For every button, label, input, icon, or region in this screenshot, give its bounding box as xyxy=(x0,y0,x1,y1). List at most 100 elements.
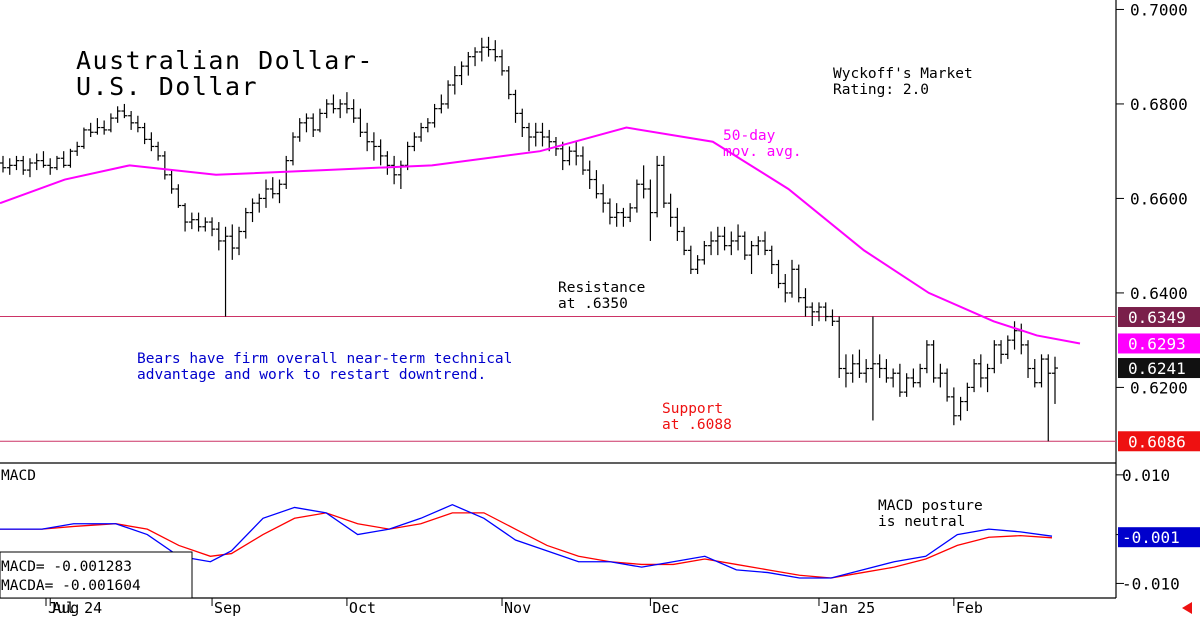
ohlc-bar xyxy=(991,340,998,374)
ohlc-bar xyxy=(633,179,640,213)
macd-flag: -0.001 xyxy=(1118,527,1200,548)
price-flags: 0.6349 0.6293 0.6241 0.6086 xyxy=(1118,307,1200,452)
ohlc-bar xyxy=(148,132,155,152)
ohlc-bar xyxy=(937,363,944,388)
ohlc-bar xyxy=(263,179,269,208)
ohlc-bar xyxy=(660,155,667,208)
ohlc-bar xyxy=(539,122,546,147)
market-rating: Wyckoff's Market Rating: 2.0 xyxy=(833,66,973,98)
ohlc-bar xyxy=(505,66,512,100)
macda-readout: MACDA= -0.001604 xyxy=(1,578,141,594)
x-tick-label: Sep xyxy=(214,599,241,617)
ohlc-bar xyxy=(836,316,843,378)
ohlc-bar xyxy=(128,111,135,130)
ohlc-bar xyxy=(411,132,418,152)
ohlc-bar xyxy=(768,245,775,275)
ohlc-bar xyxy=(289,132,296,166)
ohlc-bar xyxy=(465,51,472,76)
ohlc-bar xyxy=(654,155,661,218)
svg-text:0.6086: 0.6086 xyxy=(1128,432,1186,451)
ohlc-bar xyxy=(869,316,876,421)
ohlc-bar xyxy=(917,363,924,388)
moving-average xyxy=(0,126,1081,345)
ohlc-bar xyxy=(337,99,344,119)
ohlc-bar xyxy=(53,155,60,171)
ohlc-bar xyxy=(586,160,593,189)
ohlc-bar xyxy=(977,354,984,388)
ohlc-bar xyxy=(60,151,67,168)
ma-line xyxy=(0,126,1081,345)
ohlc-bar xyxy=(579,146,586,175)
ohlc-bar xyxy=(1004,335,1011,360)
ohlc-bar xyxy=(168,170,175,194)
ohlc-bar xyxy=(499,49,506,76)
ohlc-bar xyxy=(984,363,991,393)
x-tick-label: Aug xyxy=(52,599,79,617)
ohlc-bar xyxy=(627,203,634,223)
ohlc-bar xyxy=(323,99,330,119)
ohlc-bar xyxy=(944,368,951,402)
ohlc-bar xyxy=(182,203,189,232)
y-tick-label: 0.6200 xyxy=(1130,378,1188,397)
ohlc-bar xyxy=(40,151,47,168)
ohlc-bar xyxy=(424,118,431,133)
ohlc-bar xyxy=(606,198,613,225)
macd-y-tick-label: -0.010 xyxy=(1122,574,1180,593)
ma-label: 50-day mov. avg. xyxy=(723,128,802,160)
ohlc-bar xyxy=(883,359,890,383)
price-bars xyxy=(0,36,1058,442)
ohlc-bar xyxy=(67,148,74,168)
ohlc-bar xyxy=(687,245,694,275)
ohlc-bar xyxy=(647,179,654,241)
ohlc-bar xyxy=(296,118,303,142)
ohlc-bar xyxy=(377,139,384,166)
ohlc-bar xyxy=(701,240,708,265)
ohlc-bar xyxy=(485,36,492,57)
ohlc-bar xyxy=(735,224,742,251)
ohlc-bar xyxy=(256,193,263,213)
ohlc-bar xyxy=(863,359,870,383)
y-tick-label: 0.6600 xyxy=(1130,189,1188,208)
ohlc-bar xyxy=(330,94,337,114)
ohlc-bar xyxy=(155,141,162,161)
ohlc-bar xyxy=(161,151,168,180)
ohlc-bar xyxy=(620,207,627,227)
ohlc-bar xyxy=(33,153,40,171)
x-tick-label: Dec xyxy=(652,599,679,617)
ohlc-bar xyxy=(87,122,94,138)
ohlc-bar xyxy=(384,151,391,175)
ohlc-bar xyxy=(971,359,978,393)
ohlc-bar xyxy=(566,146,573,166)
ohlc-bar xyxy=(681,226,688,256)
ohlc-bar xyxy=(809,302,816,326)
ohlc-bar xyxy=(391,155,398,185)
ohlc-bar xyxy=(236,226,243,256)
ohlc-bar xyxy=(1038,354,1045,388)
ohlc-bar xyxy=(478,37,485,62)
ohlc-bar xyxy=(849,354,856,383)
ohlc-bar xyxy=(856,349,863,378)
ohlc-bar xyxy=(343,92,350,114)
ohlc-bar xyxy=(532,122,539,147)
ohlc-bar xyxy=(674,207,681,241)
left-arrow-icon[interactable] xyxy=(1182,602,1192,614)
ohlc-bar xyxy=(209,217,216,237)
svg-text:0.6349: 0.6349 xyxy=(1128,308,1186,327)
ohlc-bar xyxy=(438,94,445,114)
ohlc-bar xyxy=(876,354,883,378)
ohlc-bar xyxy=(141,122,148,145)
ohlc-bar xyxy=(910,368,917,388)
ohlc-bar xyxy=(229,224,236,260)
ohlc-bar xyxy=(950,387,957,426)
macd-annotation: MACD posture is neutral xyxy=(878,498,983,530)
resistance-label: Resistance at .6350 xyxy=(558,280,645,312)
ohlc-bar xyxy=(1025,340,1032,378)
ohlc-bar xyxy=(222,226,229,317)
x-tick-label: Nov xyxy=(504,599,531,617)
ohlc-bar xyxy=(492,40,499,62)
ohlc-bar xyxy=(1045,354,1052,442)
ohlc-bar xyxy=(822,302,829,322)
macd-lines xyxy=(0,504,1053,579)
ohlc-bar xyxy=(13,155,20,171)
ohlc-bar xyxy=(202,217,209,232)
